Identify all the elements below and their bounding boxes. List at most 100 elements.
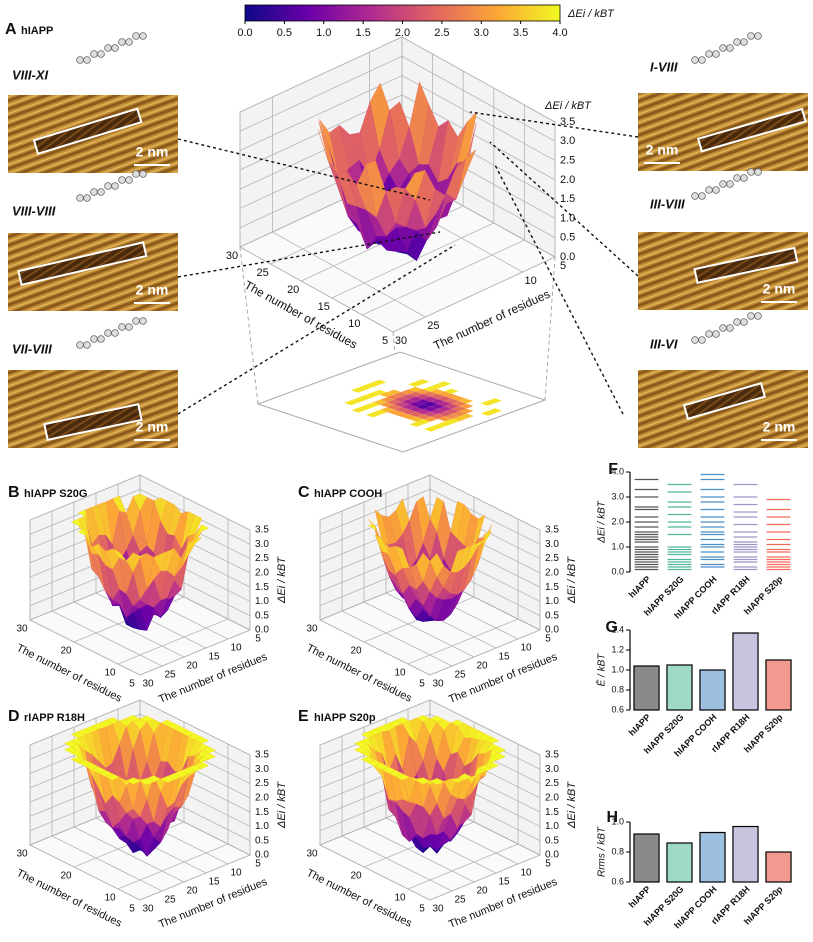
z-tick-label: 3.5 <box>560 116 575 128</box>
molecule-icon <box>111 329 119 337</box>
projection-guide <box>544 256 556 401</box>
y-tick-label: 0.8 <box>611 846 624 856</box>
panel-title: hIAPP S20G <box>24 488 87 500</box>
grid-line <box>401 36 556 123</box>
bar <box>666 664 693 711</box>
projection-cell <box>394 407 409 412</box>
projection-cell <box>387 399 402 405</box>
grid-line <box>117 618 229 665</box>
grid-line <box>239 75 403 151</box>
projection-cell <box>423 411 438 417</box>
projection-cell <box>430 414 445 419</box>
projection-cell <box>437 416 453 422</box>
projection-cell <box>379 397 395 403</box>
molecule-icon <box>698 56 706 64</box>
panel-title: hIAPP S20p <box>314 712 376 724</box>
molecule-icon <box>118 38 126 46</box>
molecule-icon <box>104 44 112 52</box>
projection-cell <box>401 414 417 420</box>
molecule-icon <box>698 192 706 200</box>
y-tick-label: 25 <box>427 320 439 332</box>
molecule-outline <box>693 246 799 285</box>
x-tick-label: hIAPP <box>627 712 653 738</box>
grid-line <box>401 75 556 161</box>
molecule-icon <box>125 38 133 46</box>
projection-cell <box>480 400 495 406</box>
y-tick-label: 15 <box>498 877 510 888</box>
projection-cell <box>423 416 438 422</box>
colorbar <box>244 4 561 22</box>
z-tick-label: 2.5 <box>545 553 559 564</box>
surface-facet <box>139 778 155 785</box>
scale-label: 2 nm <box>136 419 169 435</box>
image-label: I-VIII <box>650 59 678 74</box>
projection-cell <box>350 387 366 393</box>
projection-cell <box>401 389 416 395</box>
molecule-icon <box>712 50 720 58</box>
projection-cell <box>394 412 410 417</box>
projection-cell <box>344 400 359 406</box>
x-tick-label: 20 <box>350 646 362 657</box>
surface-facet <box>153 550 168 572</box>
grid-line <box>139 629 251 676</box>
projection-cell <box>438 421 453 427</box>
projection-cell <box>430 404 445 409</box>
surface-facet <box>385 186 406 224</box>
surface-facet <box>415 777 431 785</box>
projection-cell <box>358 385 373 390</box>
image-label: III-VI <box>650 336 678 351</box>
projection-cell <box>401 394 416 400</box>
molecule-icon <box>90 335 98 343</box>
grid-line <box>429 629 541 676</box>
projection-cell <box>373 409 388 415</box>
projection-cell <box>372 389 387 395</box>
projection-cell <box>444 398 459 404</box>
y-tick-label: 2.0 <box>611 516 624 526</box>
grid-line <box>363 601 475 658</box>
z-axis-title: ΔEi / kBT <box>566 556 578 604</box>
molecule-icon <box>139 32 147 40</box>
projection-cell <box>423 406 438 412</box>
surface-facet <box>112 548 127 561</box>
y-tick-label: 20 <box>186 886 198 897</box>
z-tick-label: 0.0 <box>255 850 269 861</box>
z-tick-label: 1.0 <box>560 212 575 224</box>
projection-cell <box>423 401 438 407</box>
projection-cell <box>387 394 402 400</box>
projection-cell <box>422 386 437 392</box>
projection-cell <box>372 399 388 405</box>
surface-facet <box>416 552 431 582</box>
grid-line <box>319 488 431 535</box>
grid-line <box>429 503 541 559</box>
molecule-icon <box>125 176 133 184</box>
projection-cell <box>408 396 423 402</box>
projection-cell <box>444 393 459 399</box>
x-tick-label: 30 <box>226 250 238 262</box>
z-tick-label: 3.5 <box>255 750 269 761</box>
projection-cell <box>379 392 395 398</box>
grid-line <box>319 699 431 746</box>
molecule-icon <box>747 168 755 176</box>
x-tick-label: hIAPP <box>627 574 653 600</box>
bar <box>732 825 759 883</box>
colorbar-tick-label: 2.0 <box>395 27 410 39</box>
grid-line <box>51 610 163 667</box>
bar <box>765 659 792 711</box>
projection-cell <box>408 381 423 387</box>
scale-label: 2 nm <box>763 281 796 297</box>
projection-cell <box>423 426 439 432</box>
y-tick-label: 15 <box>208 877 220 888</box>
x-tick-label: 5 <box>382 335 388 347</box>
z-tick-label: 1.5 <box>255 807 269 818</box>
y-tick-label: 25 <box>164 895 176 906</box>
molecule-icon <box>733 38 741 46</box>
projection-cell <box>487 408 503 414</box>
z-tick-label: 3.5 <box>545 525 559 536</box>
projection-guide <box>239 246 259 405</box>
projection-cell <box>408 386 423 392</box>
grid-line <box>29 699 141 746</box>
grid-line <box>117 843 229 890</box>
y-tick-label: 30 <box>142 904 154 915</box>
z-tick-label: 3.0 <box>560 135 575 147</box>
colorbar-tick-label: 0.5 <box>277 27 292 39</box>
